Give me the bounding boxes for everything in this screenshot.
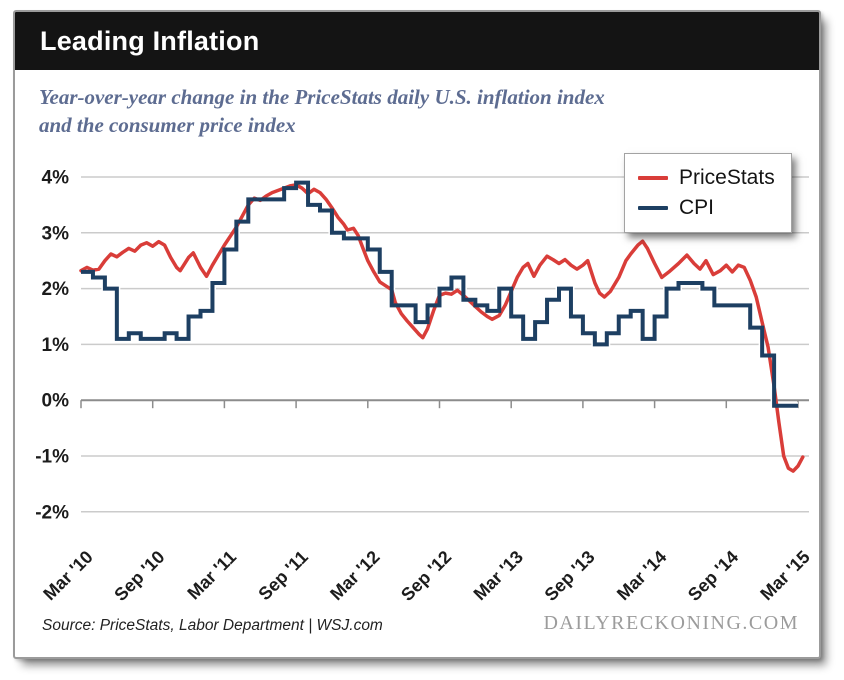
cpi-line [81, 180, 798, 408]
x-tick-label: Mar '11 [183, 547, 240, 604]
x-tick-label: Sep '12 [397, 547, 455, 605]
x-tick-label: Sep '13 [541, 547, 599, 605]
header-bar: Leading Inflation [15, 12, 819, 70]
chart-subtitle-line1: Year-over-year change in the PriceStats … [39, 85, 605, 109]
legend-item-cpi: CPI [638, 193, 775, 223]
y-tick-label: 4% [42, 168, 70, 189]
x-tick-label: Mar '15 [756, 547, 813, 604]
y-tick-label: -2% [35, 502, 69, 523]
y-tick-label: 0% [42, 391, 70, 412]
y-tick-label: -1% [35, 447, 69, 468]
y-tick-label: 2% [42, 279, 70, 300]
x-tick-label: Mar '12 [326, 547, 383, 604]
chart-legend: PriceStats CPI [624, 153, 792, 233]
legend-label-cpi: CPI [679, 196, 715, 219]
x-tick-label: Sep '14 [684, 547, 742, 605]
x-tick-label: Sep '11 [254, 547, 312, 605]
page-title: Leading Inflation [40, 25, 260, 56]
x-tick-label: Mar '13 [470, 547, 527, 604]
x-tick-label: Sep '10 [110, 547, 168, 605]
legend-item-pricestats: PriceStats [638, 163, 775, 193]
chart-subtitle-line2: and the consumer price index [39, 112, 296, 137]
chart-subtitle: Year-over-year change in the PriceStats … [39, 84, 759, 139]
chart-card: Leading Inflation Year-over-year change … [13, 10, 821, 659]
y-tick-label: 1% [42, 335, 70, 356]
site-watermark: DAILYRECKONING.COM [543, 612, 799, 634]
x-tick-label: Mar '14 [613, 547, 670, 604]
y-tick-label: 3% [42, 223, 70, 244]
source-attribution: Source: PriceStats, Labor Department | W… [42, 617, 383, 634]
cpi-line-swatch-icon [638, 206, 668, 210]
pricestats-line-swatch-icon [638, 176, 668, 180]
inflation-chart: 4%3%2%1%0%-1%-2%Mar '10 Sep '10 Mar '11 Sep… [35, 168, 814, 605]
legend-label-pricestats: PriceStats [679, 166, 775, 189]
pricestats-line [79, 183, 805, 473]
x-tick-label: Mar '10 [39, 547, 96, 604]
